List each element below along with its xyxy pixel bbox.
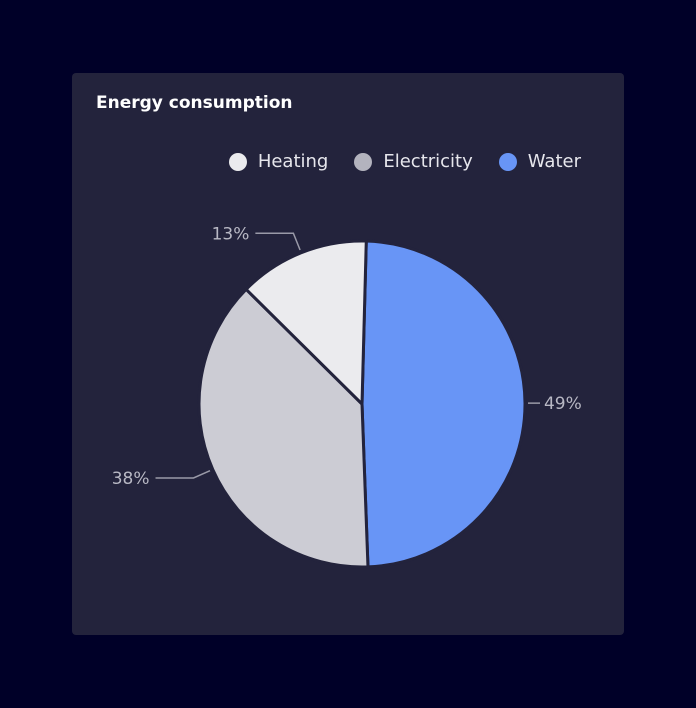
pie-slice-water[interactable] bbox=[360, 239, 527, 569]
legend-label: Electricity bbox=[383, 151, 473, 172]
legend-item-heating[interactable]: Heating bbox=[228, 151, 329, 172]
pie-slice-heating[interactable] bbox=[244, 239, 368, 406]
leader-line bbox=[255, 232, 301, 251]
legend-dot-icon bbox=[228, 152, 247, 171]
legend: Heating Electricity Water bbox=[228, 151, 581, 172]
data-label: 38% bbox=[112, 469, 150, 489]
data-label: 13% bbox=[212, 224, 250, 244]
legend-dot-icon bbox=[498, 152, 517, 171]
legend-item-water[interactable]: Water bbox=[498, 151, 581, 172]
chart-title: Energy consumption bbox=[96, 93, 293, 113]
legend-label: Water bbox=[527, 151, 581, 172]
pie-slice-electricity[interactable] bbox=[197, 287, 370, 569]
legend-item-electricity[interactable]: Electricity bbox=[354, 151, 473, 172]
data-label: 49% bbox=[544, 394, 582, 414]
legend-dot-icon bbox=[354, 152, 373, 171]
legend-label: Heating bbox=[257, 151, 329, 172]
leader-line bbox=[155, 470, 211, 479]
